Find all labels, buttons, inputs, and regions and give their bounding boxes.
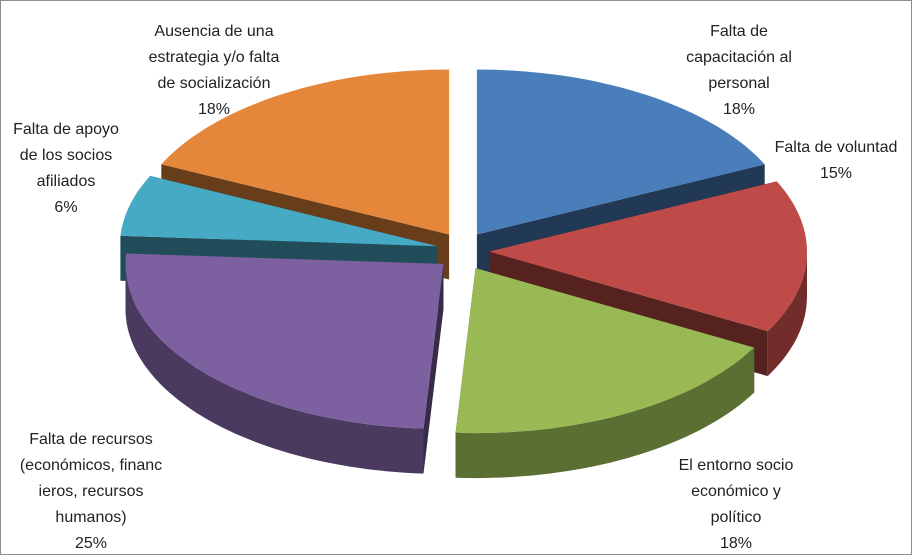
slice-side [767, 251, 807, 377]
category-label: Falta de voluntad [774, 139, 898, 156]
slice-top [125, 253, 444, 429]
value-label: 18% [197, 101, 231, 118]
slice [455, 268, 755, 479]
slice-top [489, 181, 807, 332]
value-label: 18% [719, 535, 753, 552]
value-label: 18% [722, 101, 756, 118]
slice-label: Falta de voluntad 15% [775, 135, 898, 187]
category-label: Ausencia de una estrategia y/o falta de … [148, 23, 280, 92]
category-label: Falta de capacitación al personal [686, 23, 792, 92]
value-label: 15% [819, 165, 853, 182]
slice-label: Falta de capacitación al personal 18% [686, 19, 792, 123]
slice-side [125, 263, 424, 474]
slice-top [120, 175, 438, 247]
slice-label: Falta de recursos (económicos, financ ie… [19, 427, 163, 554]
value-label: 6% [54, 199, 78, 216]
slice [125, 253, 444, 474]
category-label: Falta de recursos (económicos, financ ie… [19, 431, 163, 526]
slice-label: Falta de apoyo de los socios afiliados 6% [13, 117, 119, 221]
slice-label: Ausencia de una estrategia y/o falta de … [149, 19, 280, 123]
slice-label: El entorno socio económico y político 18% [678, 453, 794, 554]
slice-top [476, 69, 765, 235]
slice-top [455, 268, 755, 434]
slice-side [455, 347, 755, 479]
category-label: Falta de apoyo de los socios afiliados [13, 121, 119, 190]
category-label: El entorno socio económico y político [678, 457, 794, 526]
value-label: 25% [74, 535, 108, 552]
slice-top [161, 69, 450, 235]
slice-wall [423, 263, 444, 474]
